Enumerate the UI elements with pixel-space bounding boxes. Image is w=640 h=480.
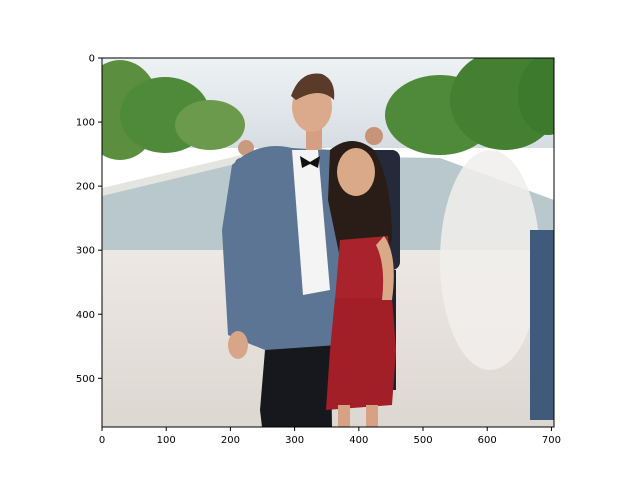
y-tick-label: 300 (76, 246, 95, 257)
man (222, 73, 344, 427)
y-tick-label: 100 (76, 118, 95, 129)
y-tick-label: 400 (76, 310, 95, 321)
y-tick-label: 0 (89, 54, 95, 65)
haze (440, 150, 540, 370)
x-axis: 0 100 200 300 400 500 600 700 (99, 427, 561, 446)
y-tick-label: 200 (76, 182, 95, 193)
x-tick-label: 0 (99, 435, 105, 446)
trees (102, 58, 554, 160)
x-tick-label: 600 (478, 435, 497, 446)
y-tick-label: 500 (76, 374, 95, 385)
x-tick-label: 500 (413, 435, 432, 446)
x-tick-label: 200 (221, 435, 240, 446)
x-tick-label: 100 (157, 435, 176, 446)
woman (326, 141, 396, 427)
axes-frame (101, 57, 555, 428)
x-tick-label: 400 (349, 435, 368, 446)
x-tick-label: 700 (542, 435, 561, 446)
y-axis: 0 100 200 300 400 500 (76, 54, 102, 385)
photo (102, 58, 554, 427)
background-person-edge (530, 230, 554, 420)
x-tick-label: 300 (285, 435, 304, 446)
